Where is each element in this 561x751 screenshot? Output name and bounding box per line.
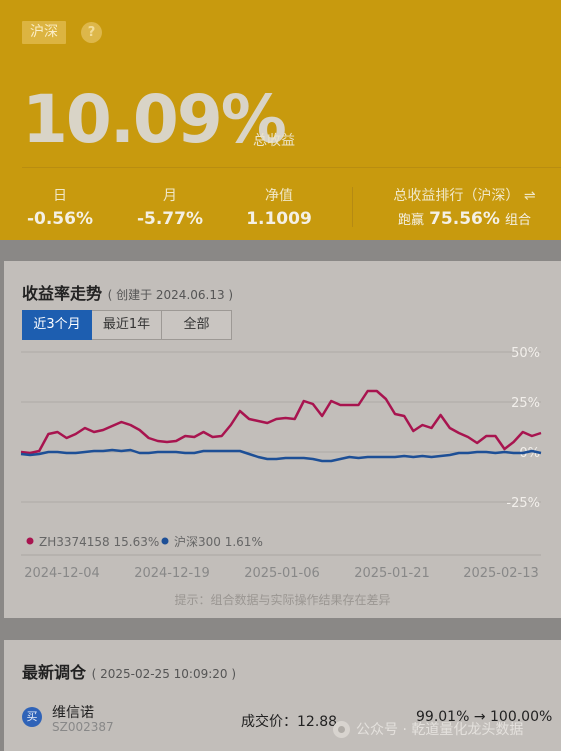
chart-card-title: 收益率走势 ( 创建于 2024.06.13 ) <box>22 280 233 304</box>
market-tag: 沪深 <box>22 21 66 44</box>
stat-monthly-value: -5.77% <box>136 209 204 229</box>
watermark-text: 公众号 · 乾道量化龙头数据 <box>356 722 524 738</box>
tab-all[interactable]: 全部 <box>162 310 232 340</box>
question-circle-icon[interactable]: ? <box>81 22 102 43</box>
tab-1-year[interactable]: 最近1年 <box>92 310 162 340</box>
chart-title: 收益率走势 <box>22 284 103 303</box>
stat-nav: 净值 1.1009 <box>219 186 339 232</box>
trade-price: 成交价：12.88 <box>241 714 338 730</box>
range-tabs: 近3个月 最近1年 全部 <box>22 310 232 340</box>
swap-arrows-icon[interactable]: ⇌ <box>523 188 536 204</box>
portfolio-header: 沪深 ? 10.09% 总收益 日 -0.56% 月 -5.77% 净值 1.1… <box>0 0 561 240</box>
rank-suffix: 组合 <box>505 213 532 228</box>
rank-prefix: 跑赢 <box>397 213 424 228</box>
x-tick-label: 2025-01-21 <box>354 566 430 581</box>
series-line-0 <box>20 389 542 455</box>
legend-marker-1 <box>161 537 169 545</box>
stat-nav-label: 净值 <box>265 188 293 204</box>
series-line-1 <box>20 448 542 463</box>
rank-value: 75.56% <box>429 209 500 229</box>
return-trend-card: 收益率走势 ( 创建于 2024.06.13 ) 近3个月 最近1年 全部 50… <box>4 261 561 618</box>
legend-marker-0 <box>26 537 34 545</box>
stat-monthly-label: 月 <box>163 188 177 204</box>
y-tick-label: 0% <box>519 446 540 461</box>
x-tick-label: 2024-12-04 <box>24 566 100 581</box>
total-return-label: 总收益 <box>253 133 295 149</box>
adjustment-title: 最新调仓 <box>22 663 87 682</box>
tab-3-months[interactable]: 近3个月 <box>22 310 92 340</box>
chart-created-date: ( 创建于 2024.06.13 ) <box>107 288 234 302</box>
stat-nav-value: 1.1009 <box>246 209 312 229</box>
rank-block[interactable]: 总收益排行（沪深） ⇌ 跑赢 75.56% 组合 <box>368 186 561 234</box>
stat-daily: 日 -0.56% <box>0 186 120 232</box>
chart-disclaimer: 提示：组合数据与实际操作结果存在差异 <box>174 593 391 607</box>
x-tick-label: 2024-12-19 <box>134 566 210 581</box>
buy-badge: 买 <box>22 707 42 727</box>
header-vertical-divider <box>352 187 353 227</box>
legend-label-1: 沪深300 1.61% <box>174 535 263 549</box>
weight-change: 99.01% → 100.00% <box>416 709 553 725</box>
y-tick-label: 25% <box>511 396 540 411</box>
watermark: 公众号 · 乾道量化龙头数据 <box>333 719 523 739</box>
stat-monthly: 月 -5.77% <box>110 186 230 232</box>
return-line-chart: 50% 25% 0% -25% ZH3374158 15.63% 沪深300 1.61% 2… <box>20 346 542 581</box>
stat-daily-value: -0.56% <box>26 209 94 229</box>
header-divider <box>22 167 561 168</box>
rank-label: 总收益排行（沪深） <box>393 188 520 204</box>
adjustment-timestamp: ( 2025-02-25 10:09:20 ) <box>91 667 237 681</box>
adjustment-card-title: 最新调仓 ( 2025-02-25 10:09:20 ) <box>22 659 236 683</box>
stock-code: SZ002387 <box>52 720 114 734</box>
latest-adjustment-card: 最新调仓 ( 2025-02-25 10:09:20 ) 买 维信诺 SZ002… <box>4 640 561 751</box>
stock-name[interactable]: 维信诺 <box>52 705 94 721</box>
legend-label-0: ZH3374158 15.63% <box>39 535 159 549</box>
x-tick-label: 2025-01-06 <box>244 566 320 581</box>
x-tick-label: 2025-02-13 <box>463 566 539 581</box>
y-tick-label: -25% <box>506 496 540 511</box>
stat-daily-label: 日 <box>53 188 67 204</box>
wechat-icon <box>333 720 350 738</box>
y-tick-label: 50% <box>511 346 540 361</box>
total-return-value: 10.09% <box>22 81 287 158</box>
